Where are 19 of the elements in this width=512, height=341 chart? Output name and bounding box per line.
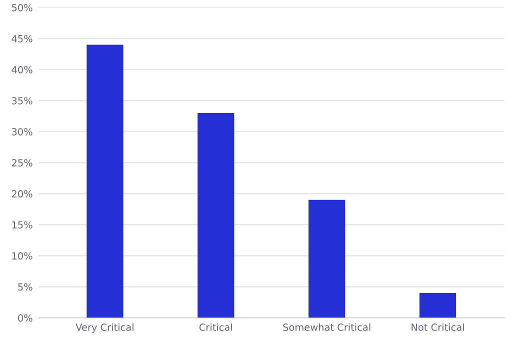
y-tick-label: 45%	[12, 35, 32, 42]
y-tick-label: 30%	[12, 128, 32, 136]
y-tick-label: 20%	[12, 190, 32, 198]
bar	[198, 113, 234, 318]
y-tick-label: 40%	[12, 66, 32, 74]
x-tick-label: Somewhat Critical	[283, 323, 370, 331]
bar	[308, 200, 346, 318]
y-tick-label: 15%	[12, 221, 32, 229]
x-tick-label: Not Critical	[412, 323, 464, 331]
x-tick-label: Critical	[199, 323, 232, 331]
bar	[86, 44, 124, 318]
y-tick-label: 5%	[18, 283, 32, 291]
x-tick-label: Very Critical	[76, 323, 134, 333]
y-tick-label: 10%	[12, 252, 32, 260]
y-tick-label: 0%	[18, 314, 32, 322]
y-tick-label: 25%	[12, 159, 32, 166]
bar	[419, 292, 456, 318]
y-tick-label: 35%	[12, 97, 32, 104]
y-tick-label: 50%	[12, 4, 32, 12]
